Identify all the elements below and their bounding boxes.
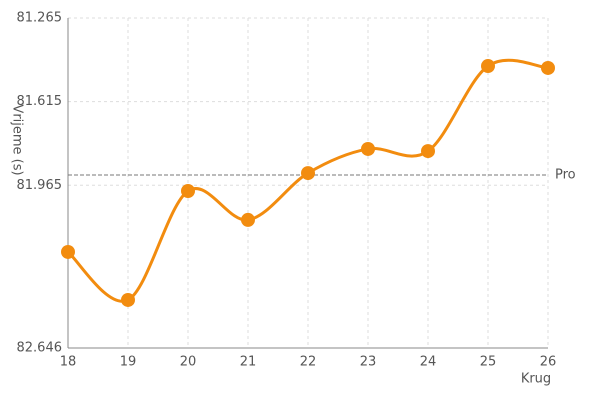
point [241,212,255,227]
x-axis-label: Krug [521,372,551,387]
point [541,60,555,75]
x-tick-label: 26 [540,355,557,370]
y-tick-label: 82.646 [17,341,63,356]
x-tick-label: 21 [240,355,257,370]
y-tick-label: 81.965 [17,178,63,193]
y-axis-label: Vrijeme (s) [10,104,25,175]
x-tick-label: 23 [360,355,377,370]
point [421,144,435,159]
series-line [66,58,549,303]
y-tick-label: 81.615 [17,94,63,109]
point [301,166,315,181]
y-tick-label: 81.265 [17,11,63,26]
reference-label: Pro [555,167,576,182]
x-tick-label: 25 [480,355,497,370]
x-tick-label: 22 [300,355,317,370]
x-tick-label: 20 [180,355,197,370]
point [181,184,195,199]
point [361,141,375,156]
x-tick-label: 18 [60,355,77,370]
point [481,59,495,74]
x-tick-label: 19 [120,355,137,370]
x-tick-label: 24 [420,355,437,370]
point [121,292,135,307]
point [61,244,75,259]
